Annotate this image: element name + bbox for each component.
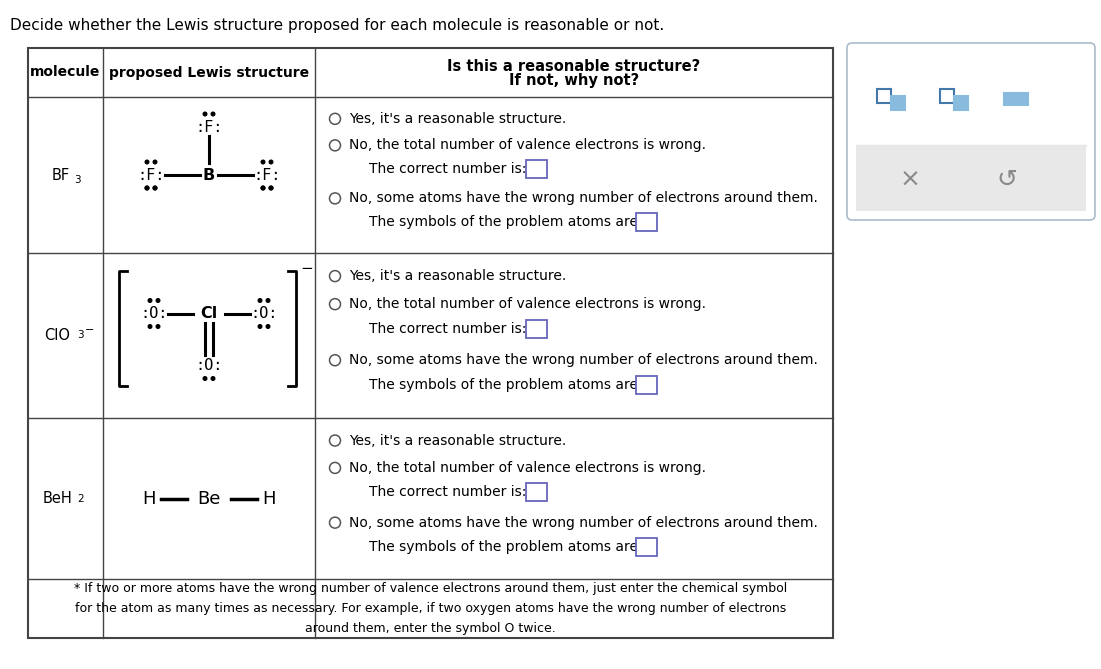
Text: Yes, it's a reasonable structure.: Yes, it's a reasonable structure. [349, 269, 566, 283]
Bar [526, 483, 547, 501]
Bar [636, 376, 657, 394]
Text: H: H [262, 490, 275, 508]
Bar [28, 48, 833, 638]
Bar [939, 90, 953, 104]
Text: :F:: :F: [195, 120, 222, 134]
Circle shape [204, 377, 207, 380]
Circle shape [156, 298, 160, 302]
Bar [636, 213, 657, 231]
Text: :O:: :O: [140, 306, 167, 321]
Text: Cl: Cl [200, 306, 218, 321]
Circle shape [204, 112, 207, 116]
Text: Be: Be [197, 490, 220, 508]
Text: No, some atoms have the wrong number of electrons around them.: No, some atoms have the wrong number of … [349, 191, 818, 205]
Text: proposed Lewis structure: proposed Lewis structure [109, 66, 309, 80]
Text: −: − [85, 326, 94, 335]
Circle shape [156, 324, 160, 328]
Circle shape [153, 186, 156, 190]
Bar [876, 90, 891, 104]
Text: No, the total number of valence electrons is wrong.: No, the total number of valence electron… [349, 461, 706, 475]
Circle shape [261, 160, 265, 164]
Text: ×: × [900, 168, 920, 192]
Circle shape [153, 160, 156, 164]
Circle shape [145, 186, 149, 190]
Text: BF: BF [52, 167, 69, 183]
Circle shape [145, 160, 149, 164]
Text: Yes, it's a reasonable structure.: Yes, it's a reasonable structure. [349, 434, 566, 448]
Bar [636, 538, 657, 556]
Text: 3: 3 [77, 330, 84, 341]
Circle shape [266, 324, 270, 328]
Text: The symbols of the problem atoms are:: The symbols of the problem atoms are: [369, 540, 643, 554]
Text: The correct number is:: The correct number is: [369, 162, 526, 176]
Text: BeH: BeH [43, 491, 73, 506]
Circle shape [153, 186, 156, 190]
Circle shape [145, 186, 149, 190]
Circle shape [211, 112, 215, 116]
Circle shape [270, 160, 273, 164]
Circle shape [259, 324, 262, 328]
Text: ,...: ,... [1031, 92, 1047, 105]
Bar [526, 160, 547, 178]
Bar [1004, 94, 1016, 106]
Text: B: B [203, 167, 215, 183]
Text: :O:: :O: [195, 358, 222, 373]
Text: :F:: :F: [138, 167, 165, 183]
Circle shape [259, 298, 262, 302]
FancyBboxPatch shape [847, 43, 1095, 220]
Text: −: − [299, 261, 313, 276]
Circle shape [270, 186, 273, 190]
Bar [1016, 94, 1028, 106]
Text: The symbols of the problem atoms are:: The symbols of the problem atoms are: [369, 215, 643, 229]
Text: No, the total number of valence electrons is wrong.: No, the total number of valence electron… [349, 138, 706, 153]
Text: H: H [142, 490, 155, 508]
Text: If not, why not?: If not, why not? [509, 73, 639, 88]
Text: Decide whether the Lewis structure proposed for each molecule is reasonable or n: Decide whether the Lewis structure propo… [10, 18, 664, 33]
Bar [526, 320, 547, 338]
Text: :O:: :O: [250, 306, 277, 321]
Text: The correct number is:: The correct number is: [369, 322, 526, 336]
Circle shape [261, 186, 265, 190]
Text: No, some atoms have the wrong number of electrons around them.: No, some atoms have the wrong number of … [349, 516, 818, 530]
Bar [953, 96, 968, 110]
Circle shape [211, 377, 215, 380]
Text: Yes, it's a reasonable structure.: Yes, it's a reasonable structure. [349, 112, 566, 126]
Text: No, the total number of valence electrons is wrong.: No, the total number of valence electron… [349, 297, 706, 311]
Text: The correct number is:: The correct number is: [369, 485, 526, 499]
Text: 3: 3 [75, 175, 81, 185]
Text: :F:: :F: [253, 167, 281, 183]
Text: * If two or more atoms have the wrong number of valence electrons around them, j: * If two or more atoms have the wrong nu… [74, 582, 787, 635]
Text: molecule: molecule [31, 66, 100, 80]
Circle shape [261, 186, 265, 190]
Circle shape [149, 298, 152, 302]
Circle shape [149, 324, 152, 328]
Text: ↺: ↺ [996, 168, 1017, 192]
Text: Is this a reasonable structure?: Is this a reasonable structure? [447, 59, 700, 74]
Text: ClO: ClO [44, 328, 70, 343]
Text: The symbols of the problem atoms are:: The symbols of the problem atoms are: [369, 378, 643, 392]
Circle shape [266, 298, 270, 302]
Bar [891, 96, 905, 110]
Text: 2: 2 [77, 494, 84, 504]
Bar [855, 145, 1086, 211]
Text: No, some atoms have the wrong number of electrons around them.: No, some atoms have the wrong number of … [349, 353, 818, 367]
Circle shape [270, 186, 273, 190]
